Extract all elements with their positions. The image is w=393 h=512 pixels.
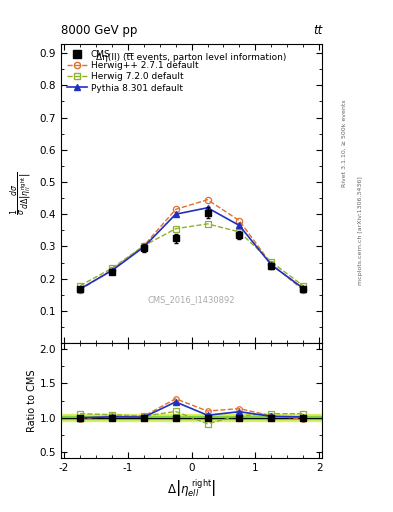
Bar [61, 416, 322, 419]
Text: mcplots.cern.ch [arXiv:1306.3436]: mcplots.cern.ch [arXiv:1306.3436] [358, 176, 363, 285]
Legend: CMS, Herwig++ 2.7.1 default, Herwig 7.2.0 default, Pythia 8.301 default: CMS, Herwig++ 2.7.1 default, Herwig 7.2.… [65, 48, 200, 94]
Text: Δη(ll) (t̅t̅ events, parton level information): Δη(ll) (t̅t̅ events, parton level inform… [96, 53, 287, 61]
Bar [61, 414, 322, 421]
X-axis label: $\Delta\left|\eta_{ell}^{\rm\ right}\right|$: $\Delta\left|\eta_{ell}^{\rm\ right}\rig… [167, 477, 216, 499]
Text: 8000 GeV pp: 8000 GeV pp [61, 24, 137, 37]
Text: CMS_2016_I1430892: CMS_2016_I1430892 [148, 295, 235, 304]
Text: tt: tt [313, 24, 322, 37]
Y-axis label: $\frac{1}{\sigma}\frac{d\sigma}{d\Delta\left|\eta_{ll}^{\rm right}\right|}$: $\frac{1}{\sigma}\frac{d\sigma}{d\Delta\… [9, 172, 35, 215]
Y-axis label: Ratio to CMS: Ratio to CMS [27, 369, 37, 432]
Text: Rivet 3.1.10, ≥ 500k events: Rivet 3.1.10, ≥ 500k events [342, 99, 347, 187]
